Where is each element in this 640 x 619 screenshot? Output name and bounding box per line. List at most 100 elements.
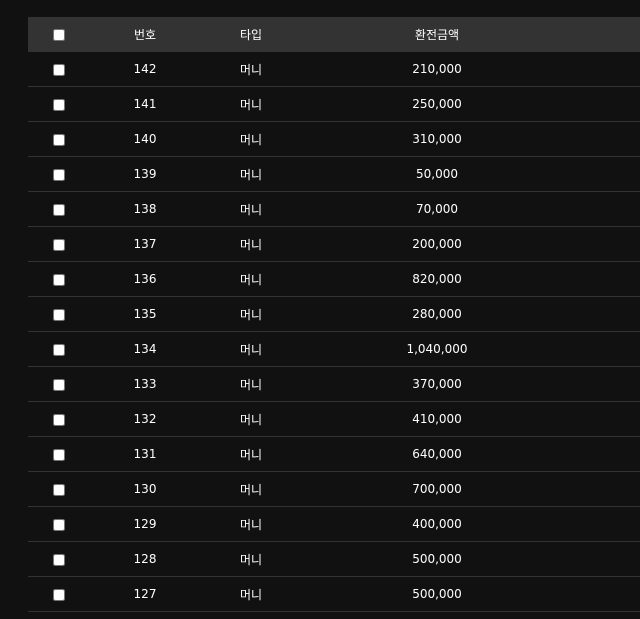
row-type: 머니 (200, 471, 302, 507)
row-type: 머니 (200, 366, 302, 402)
table-row: 140 머니 310,000 (28, 121, 640, 157)
row-number: 131 (90, 436, 200, 472)
table-row: 128 머니 500,000 (28, 541, 640, 577)
table-row: 132 머니 410,000 (28, 401, 640, 437)
row-spacer (572, 296, 640, 332)
row-number: 128 (90, 541, 200, 577)
table-row: 139 머니 50,000 (28, 156, 640, 192)
row-select-cell (28, 401, 90, 437)
table-row: 135 머니 280,000 (28, 296, 640, 332)
row-spacer (572, 331, 640, 367)
row-select-cell (28, 156, 90, 192)
row-amount: 500,000 (302, 576, 572, 612)
row-number: 134 (90, 331, 200, 367)
row-type: 머니 (200, 296, 302, 332)
row-checkbox[interactable] (53, 238, 65, 251)
row-number: 129 (90, 506, 200, 542)
row-amount: 400,000 (302, 506, 572, 542)
row-checkbox[interactable] (53, 98, 65, 111)
row-spacer (572, 261, 640, 297)
row-amount: 640,000 (302, 436, 572, 472)
row-type: 머니 (200, 86, 302, 122)
row-number: 135 (90, 296, 200, 332)
header-amount: 환전금액 (302, 17, 572, 52)
row-amount: 410,000 (302, 401, 572, 437)
row-number: 139 (90, 156, 200, 192)
row-spacer (572, 86, 640, 122)
row-spacer (572, 121, 640, 157)
row-type: 머니 (200, 226, 302, 262)
row-number: 141 (90, 86, 200, 122)
row-amount: 200,000 (302, 226, 572, 262)
row-number: 136 (90, 261, 200, 297)
row-checkbox[interactable] (53, 308, 65, 321)
row-spacer (572, 401, 640, 437)
row-select-cell (28, 121, 90, 157)
row-type: 머니 (200, 436, 302, 472)
row-select-cell (28, 541, 90, 577)
row-type: 머니 (200, 331, 302, 367)
table-row: 137 머니 200,000 (28, 226, 640, 262)
row-select-cell (28, 366, 90, 402)
table-row: 131 머니 640,000 (28, 436, 640, 472)
row-select-cell (28, 436, 90, 472)
row-type: 머니 (200, 191, 302, 227)
row-spacer (572, 436, 640, 472)
table-row: 127 머니 500,000 (28, 576, 640, 612)
table-row: 136 머니 820,000 (28, 261, 640, 297)
row-select-cell (28, 226, 90, 262)
row-select-cell (28, 191, 90, 227)
exchange-table: 번호 타입 환전금액 142 머니 210,000 141 머니 250,000… (28, 17, 640, 612)
row-checkbox[interactable] (53, 518, 65, 531)
row-spacer (572, 191, 640, 227)
row-spacer (572, 541, 640, 577)
row-select-cell (28, 471, 90, 507)
row-select-cell (28, 331, 90, 367)
row-checkbox[interactable] (53, 588, 65, 601)
table-row: 130 머니 700,000 (28, 471, 640, 507)
row-checkbox[interactable] (53, 203, 65, 216)
row-checkbox[interactable] (53, 448, 65, 461)
table-row: 141 머니 250,000 (28, 86, 640, 122)
table-header: 번호 타입 환전금액 (28, 17, 640, 52)
table-row: 142 머니 210,000 (28, 52, 640, 87)
row-spacer (572, 471, 640, 507)
row-amount: 370,000 (302, 366, 572, 402)
header-type: 타입 (200, 17, 302, 52)
row-select-cell (28, 261, 90, 297)
row-number: 137 (90, 226, 200, 262)
row-number: 140 (90, 121, 200, 157)
row-number: 127 (90, 576, 200, 612)
row-type: 머니 (200, 52, 302, 87)
row-spacer (572, 156, 640, 192)
row-checkbox[interactable] (53, 168, 65, 181)
row-type: 머니 (200, 121, 302, 157)
row-spacer (572, 226, 640, 262)
row-checkbox[interactable] (53, 553, 65, 566)
select-all-checkbox[interactable] (53, 29, 65, 41)
row-checkbox[interactable] (53, 273, 65, 286)
row-type: 머니 (200, 541, 302, 577)
row-number: 142 (90, 52, 200, 87)
row-spacer (572, 366, 640, 402)
row-select-cell (28, 52, 90, 87)
row-checkbox[interactable] (53, 63, 65, 76)
row-checkbox[interactable] (53, 343, 65, 356)
row-amount: 1,040,000 (302, 331, 572, 367)
row-type: 머니 (200, 261, 302, 297)
table-row: 133 머니 370,000 (28, 366, 640, 402)
row-type: 머니 (200, 506, 302, 542)
row-spacer (572, 52, 640, 87)
row-select-cell (28, 86, 90, 122)
row-checkbox[interactable] (53, 133, 65, 146)
row-type: 머니 (200, 401, 302, 437)
header-spacer (572, 17, 640, 52)
row-checkbox[interactable] (53, 378, 65, 391)
row-number: 132 (90, 401, 200, 437)
row-checkbox[interactable] (53, 483, 65, 496)
row-select-cell (28, 576, 90, 612)
row-amount: 700,000 (302, 471, 572, 507)
row-amount: 50,000 (302, 156, 572, 192)
row-type: 머니 (200, 156, 302, 192)
row-checkbox[interactable] (53, 413, 65, 426)
